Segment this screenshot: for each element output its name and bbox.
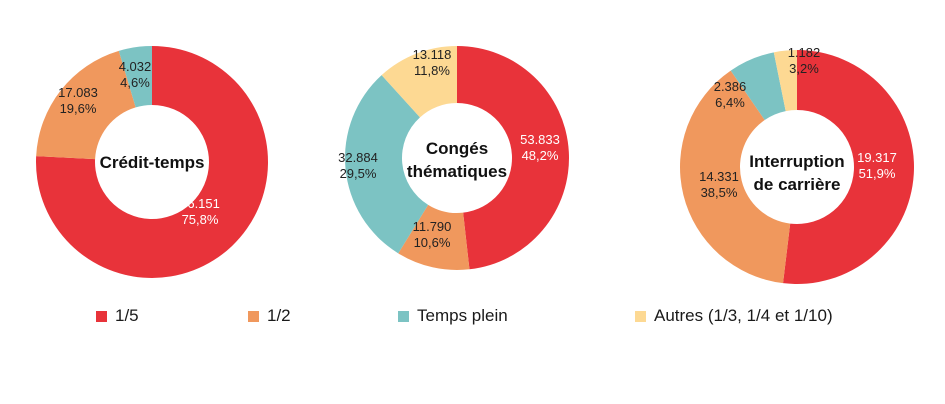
chart-title-1: Crédit-temps: [100, 153, 205, 172]
data-label-1-2-chart-1: 17.083 19,6%: [58, 85, 98, 116]
data-label-1-2-chart-2: 11.790 10,6%: [413, 219, 452, 250]
data-label-temps-plein-chart-1: 4.032 4,6%: [119, 59, 152, 90]
data-label-1-2-chart-3: 14.331 38,5%: [699, 169, 739, 200]
slice-1-2-chart-2: [398, 204, 470, 271]
data-label-temps-plein-chart-2: 32.884 29,5%: [338, 150, 378, 181]
legend-swatch-1-2: [248, 310, 259, 322]
donut-chart-1: 66.151 75,8% 17.083 19,6% 4.032 4,6% Crédit-te…: [36, 46, 269, 278]
legend-label-1-5: 1/5: [115, 306, 139, 325]
chart-title-3: Interruption de carrière: [749, 152, 844, 194]
legend-item-1-2: 1/2: [248, 306, 291, 326]
slice-1-5-chart-3: [783, 50, 914, 284]
slice-1-2-chart-3: [680, 70, 791, 284]
legend-label-1-2: 1/2: [267, 306, 291, 325]
data-label-autres-chart-3: 1.182 3,2%: [788, 45, 821, 76]
slice-autres-chart-3: [773, 50, 797, 112]
legend-swatch-autres: [635, 310, 646, 322]
slice-temps-plein-chart-1: [118, 46, 152, 108]
legend-label-autres: Autres (1/3, 1/4 et 1/10): [654, 306, 833, 325]
legend-label-temps-plein: Temps plein: [417, 306, 508, 325]
data-label-autres-chart-2: 13.118 11,8%: [413, 47, 452, 78]
slice-1-5-chart-1: [36, 46, 269, 278]
data-label-temps-plein-chart-3: 2.386 6,4%: [714, 79, 747, 110]
slice-1-2-chart-1: [36, 50, 136, 160]
data-label-1-5-chart-3: 19.317 51,9%: [857, 150, 897, 181]
data-label-1-5-chart-2: 53.833 48,2%: [520, 132, 560, 163]
donut-chart-3: 19.317 51,9% 14.331 38,5% 2.386 6,4% 1.182 3,2%…: [680, 45, 914, 284]
slice-autres-chart-2: [381, 46, 457, 118]
legend-item-autres: Autres (1/3, 1/4 et 1/10): [635, 306, 833, 326]
legend-item-1-5: 1/5: [96, 306, 139, 326]
slice-temps-plein-chart-3: [730, 52, 786, 121]
legend-item-temps-plein: Temps plein: [398, 306, 508, 326]
data-label-1-5-chart-1: 66.151 75,8%: [180, 196, 220, 227]
chart-title-2: Congés thématiques: [407, 139, 507, 181]
donut-chart-2: 53.833 48,2% 11.790 10,6% 32.884 29,5% 13.118 1…: [338, 46, 570, 271]
legend-swatch-1-5: [96, 310, 107, 322]
legend-swatch-temps-plein: [398, 310, 409, 322]
slice-1-5-chart-2: [457, 46, 570, 270]
slice-temps-plein-chart-2: [345, 75, 429, 254]
